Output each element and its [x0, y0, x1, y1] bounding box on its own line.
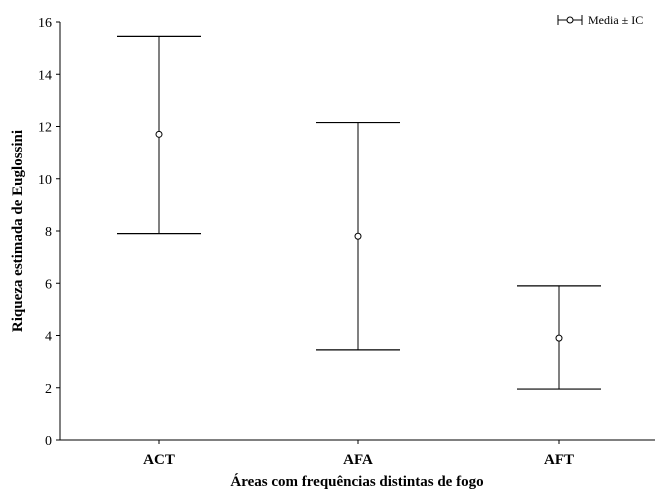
legend-label: Media ± IC	[588, 13, 643, 27]
x-tick-label: AFT	[544, 452, 574, 468]
y-tick-label: 4	[45, 330, 52, 345]
x-tick-label: ACT	[143, 452, 175, 468]
error-bars	[117, 35, 601, 390]
y-tick-label: 0	[45, 434, 52, 449]
legend-marker-point	[566, 16, 574, 24]
legend: Media ± IC	[557, 13, 643, 27]
y-tick-label: 10	[38, 173, 52, 188]
x-axis-title: Áreas com frequências distintas de fogo	[230, 473, 483, 490]
y-tick-label: 6	[45, 277, 52, 292]
mean-point	[555, 334, 563, 342]
y-axis-title: Riqueza estimada de Euglossini	[10, 130, 26, 332]
y-tick-label: 8	[45, 225, 52, 240]
mean-point	[354, 232, 362, 240]
mean-point	[155, 130, 163, 138]
y-tick-label: 2	[45, 382, 52, 397]
y-tick-label: 12	[38, 121, 52, 136]
y-axis-ticks: 0 2 4 6 8 10 12 14 16	[38, 16, 60, 449]
x-axis-ticks: ACT AFA AFT	[143, 440, 574, 468]
y-tick-label: 14	[38, 68, 52, 83]
y-tick-label: 16	[38, 16, 52, 31]
x-tick-label: AFA	[343, 452, 373, 468]
